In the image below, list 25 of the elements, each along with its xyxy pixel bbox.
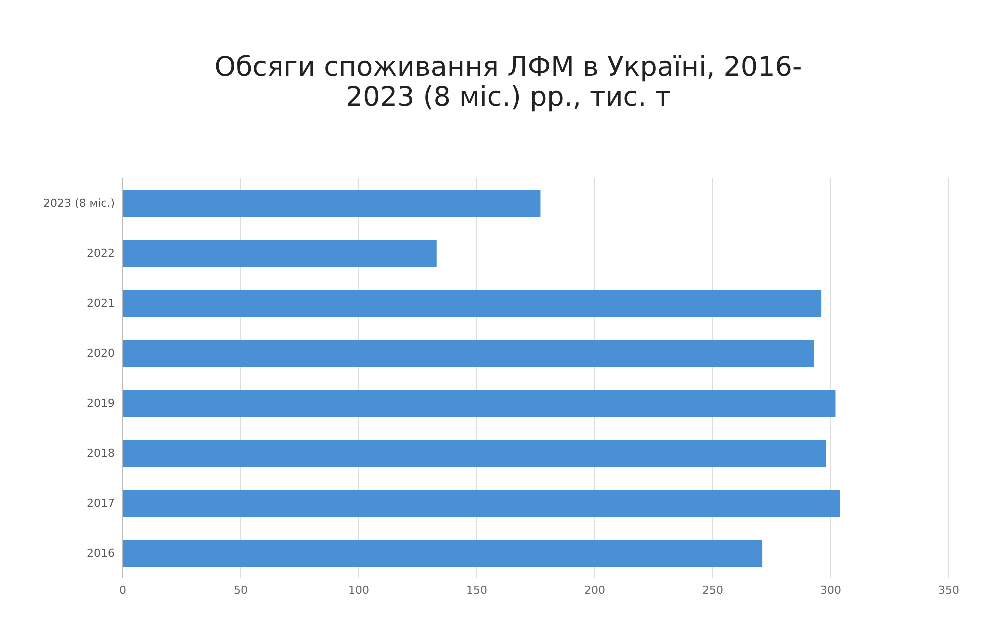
bar xyxy=(123,540,763,567)
y-tick-label: 2023 (8 міс.) xyxy=(44,196,115,210)
y-tick-label: 2021 xyxy=(87,296,115,310)
bar xyxy=(123,290,822,317)
x-tick-label: 350 xyxy=(938,584,960,597)
y-tick-label: 2019 xyxy=(87,396,115,410)
bar xyxy=(123,240,437,267)
x-tick-label: 0 xyxy=(120,584,126,597)
x-tick-label: 250 xyxy=(702,584,724,597)
y-tick-label: 2022 xyxy=(87,246,115,260)
chart-title: Обсяги споживання ЛФМ в Україні, 2016-2023 (8 міс.) рр., тис. т xyxy=(214,52,804,113)
bar xyxy=(123,390,836,417)
y-tick-label: 2018 xyxy=(87,446,115,460)
bar xyxy=(123,340,814,367)
y-tick-label: 2017 xyxy=(87,496,115,510)
y-tick-label: 2016 xyxy=(87,546,115,560)
bar xyxy=(123,190,541,217)
y-tick-label: 2020 xyxy=(87,346,115,360)
x-tick-label: 200 xyxy=(584,584,606,597)
x-tick-label: 300 xyxy=(820,584,842,597)
bar xyxy=(123,490,840,517)
x-tick-label: 150 xyxy=(466,584,488,597)
x-tick-label: 100 xyxy=(348,584,370,597)
x-tick-label: 50 xyxy=(234,584,248,597)
bar xyxy=(123,440,826,467)
